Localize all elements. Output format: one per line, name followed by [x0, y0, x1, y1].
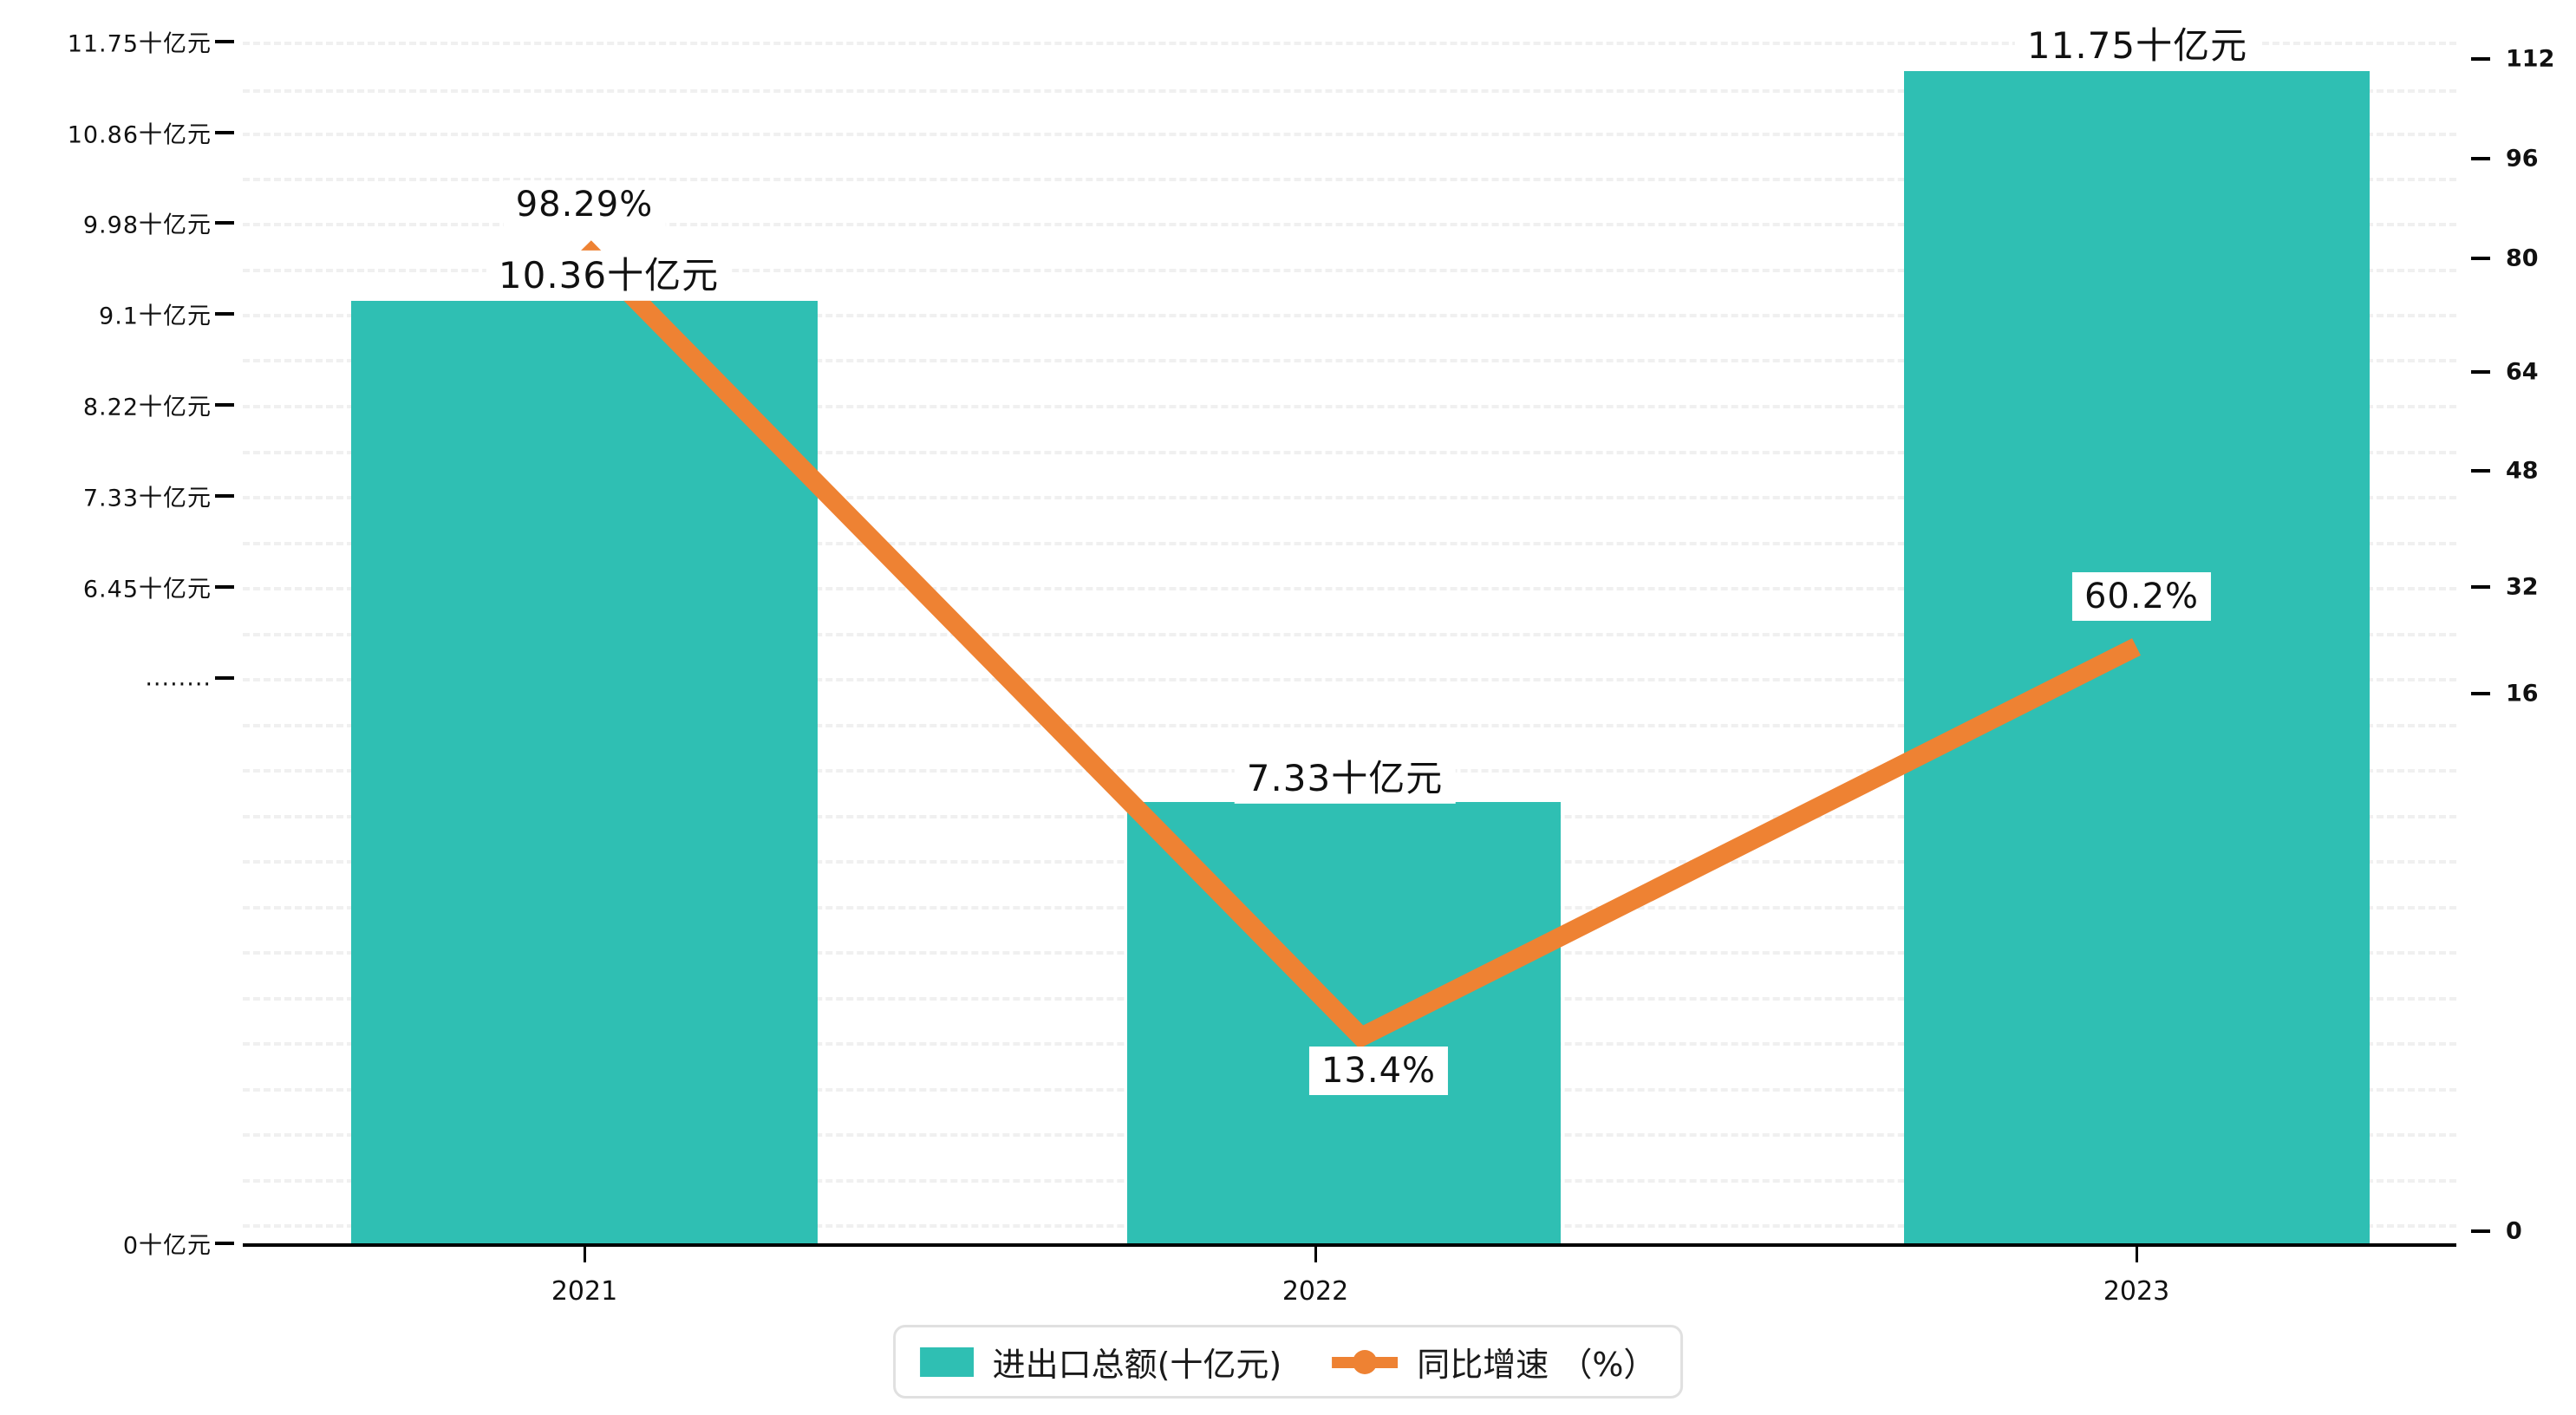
bar-2022[interactable] [1127, 802, 1561, 1243]
y-axis-right-label: 80 [2506, 245, 2539, 272]
y-axis-right-tick [2471, 692, 2490, 695]
y-axis-right-label: 0 [2506, 1217, 2522, 1245]
y-axis-left-label: 11.75十亿元 [67, 30, 212, 58]
x-axis-label-2021: 2021 [551, 1276, 618, 1307]
gridline [243, 178, 2456, 181]
y-axis-left-label: ........ [145, 664, 212, 692]
bar-2023[interactable] [1904, 71, 2370, 1243]
y-axis-right-tick [2471, 370, 2490, 374]
y-axis-right-tick [2471, 257, 2490, 260]
y-axis-left-tick [215, 676, 234, 680]
y-axis-left-tick [215, 312, 234, 316]
y-axis-right-label: 32 [2506, 573, 2539, 601]
y-axis-left-tick [215, 403, 234, 407]
bar-swatch-icon [919, 1347, 974, 1377]
y-axis-right-label: 64 [2506, 358, 2539, 386]
bar-value-label-2021: 10.36十亿元 [486, 250, 732, 302]
y-axis-right-label: 16 [2506, 680, 2539, 708]
y-axis-left-label: 10.86十亿元 [67, 121, 212, 149]
y-axis-left-label: 0十亿元 [122, 1232, 212, 1260]
line-value-label-2021: 98.29% [503, 180, 666, 229]
y-axis-left-tick [215, 585, 234, 589]
x-axis-label-2022: 2022 [1281, 1276, 1349, 1307]
y-axis-right-label: 96 [2506, 145, 2539, 173]
y-axis-right-label: 112 [2506, 45, 2555, 73]
x-axis-label-2023: 2023 [2103, 1276, 2170, 1307]
gridline [243, 42, 2456, 45]
y-axis-left-tick [215, 1242, 234, 1245]
legend-label-line: 同比增速 （%） [1417, 1346, 1657, 1384]
bar-value-label-2022: 7.33十亿元 [1234, 753, 1456, 805]
y-axis-left-tick [215, 494, 234, 498]
y-axis-right-label: 48 [2506, 457, 2539, 485]
y-axis-left-label: 6.45十亿元 [82, 576, 212, 603]
y-axis-left-tick [215, 221, 234, 225]
legend-label-bar: 进出口总额(十亿元) [992, 1346, 1282, 1384]
y-axis-left-label: 9.98十亿元 [82, 212, 212, 239]
y-axis-left-label: 9.1十亿元 [99, 303, 212, 330]
y-axis-left-tick [215, 40, 234, 43]
y-axis-left-tick [215, 131, 234, 134]
x-axis-tick [1314, 1247, 1317, 1262]
gridline [243, 133, 2456, 136]
bar-value-label-2023: 11.75十亿元 [2014, 20, 2260, 72]
x-axis-tick [2136, 1247, 2138, 1262]
legend-item-bar[interactable]: 进出口总额(十亿元) [919, 1338, 1282, 1386]
legend-item-line[interactable]: 同比增速 （%） [1332, 1338, 1656, 1386]
y-axis-right-tick [2471, 57, 2490, 61]
y-axis-left-label: 8.22十亿元 [82, 394, 212, 421]
y-axis-right-tick [2471, 585, 2490, 589]
y-axis-right-tick [2471, 157, 2490, 160]
y-axis-left-label: 7.33十亿元 [82, 485, 212, 512]
y-axis-right-tick [2471, 1229, 2490, 1233]
chart-legend[interactable]: 进出口总额(十亿元) 同比增速 （%） [892, 1325, 1684, 1399]
gridline [243, 89, 2456, 93]
x-axis-line [243, 1243, 2456, 1247]
bar-2021[interactable] [351, 301, 818, 1243]
x-axis-tick [584, 1247, 586, 1262]
line-value-label-2022: 13.4% [1308, 1047, 1449, 1095]
line-swatch-icon [1332, 1347, 1399, 1377]
line-value-label-2023: 60.2% [2071, 572, 2212, 621]
gridline [243, 223, 2456, 226]
y-axis-right-tick [2471, 469, 2490, 473]
